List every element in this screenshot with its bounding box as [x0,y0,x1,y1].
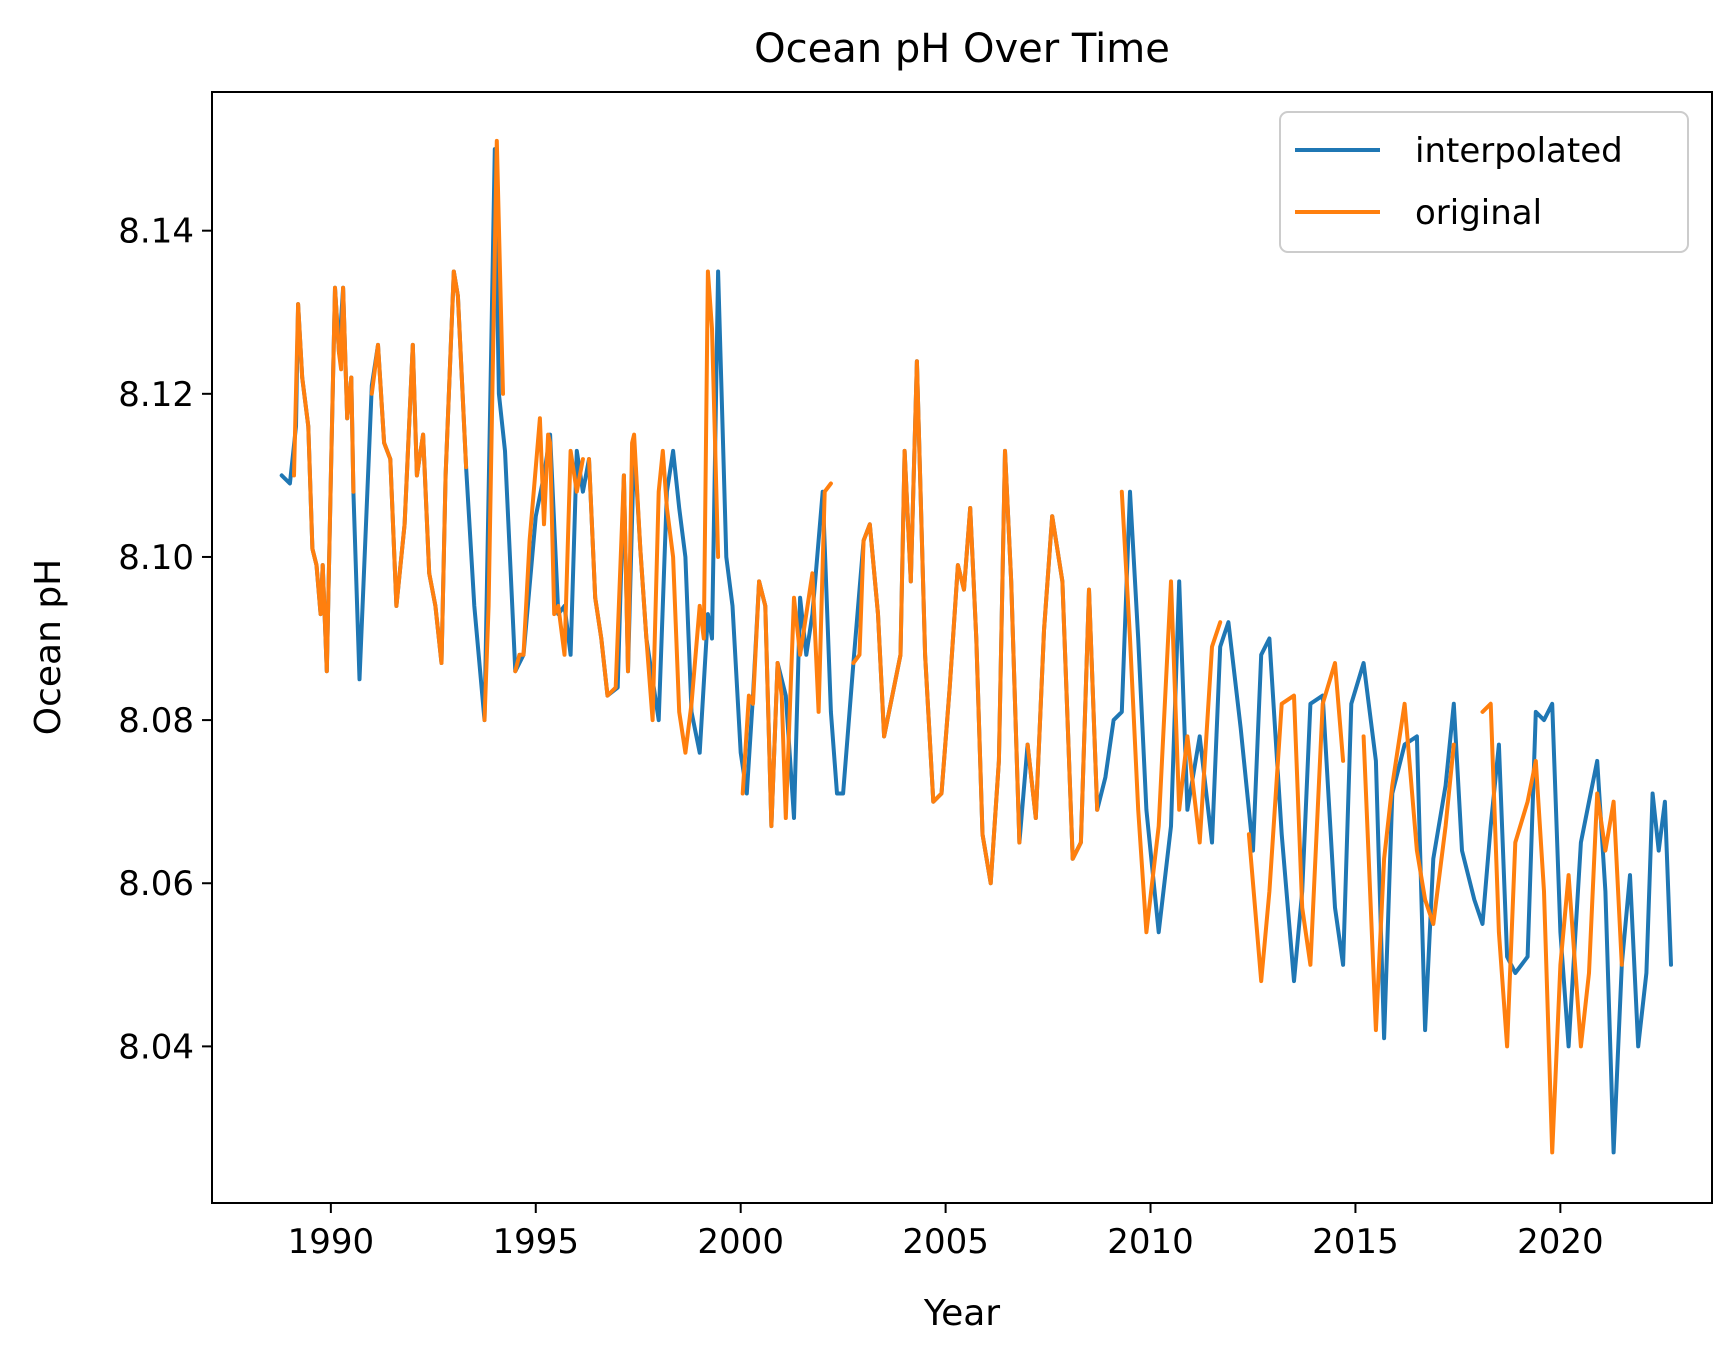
y-axis: 8.04 8.06 8.08 8.10 8.12 8.14 [118,212,212,1067]
legend-label-interpolated: interpolated [1415,131,1623,171]
y-tick-label: 8.12 [118,375,194,415]
x-tick-label: 1995 [493,1222,580,1262]
y-axis-label: Ocean pH [28,559,69,736]
x-tick-label: 2010 [1107,1222,1194,1262]
series-line-original [482,138,505,723]
series-line-original [1480,701,1624,1155]
series-line-original [292,285,356,674]
series-line-original [851,359,1022,886]
series-line-original [369,269,469,665]
series-line-original [740,481,833,829]
y-tick-label: 8.14 [118,212,194,252]
y-tick-label: 8.10 [118,538,194,578]
legend-box [1279,111,1689,253]
series-line-original [1119,489,1223,935]
x-tick-label: 2000 [697,1222,784,1262]
series-line-original [513,416,585,674]
x-axis: 1990 1995 2000 2005 2010 2015 2020 [288,1203,1604,1262]
legend-label-original: original [1415,193,1542,233]
series-line-original [587,269,721,755]
x-axis-label: Year [923,1293,1000,1334]
legend: interpolated original [1279,111,1689,253]
series-layer [279,138,1673,1155]
series-line-original [1246,661,1346,984]
series-line-original [1025,514,1100,861]
series-line-original [1361,701,1456,1033]
chart-title: Ocean pH Over Time [754,26,1170,72]
x-tick-label: 2015 [1312,1222,1399,1262]
x-tick-label: 1990 [288,1222,375,1262]
x-tick-label: 2020 [1517,1222,1604,1262]
y-tick-label: 8.08 [118,701,194,741]
x-tick-label: 2005 [902,1222,989,1262]
y-tick-label: 8.04 [118,1027,194,1067]
plot-frame [211,91,1713,1204]
y-tick-label: 8.06 [118,864,194,904]
